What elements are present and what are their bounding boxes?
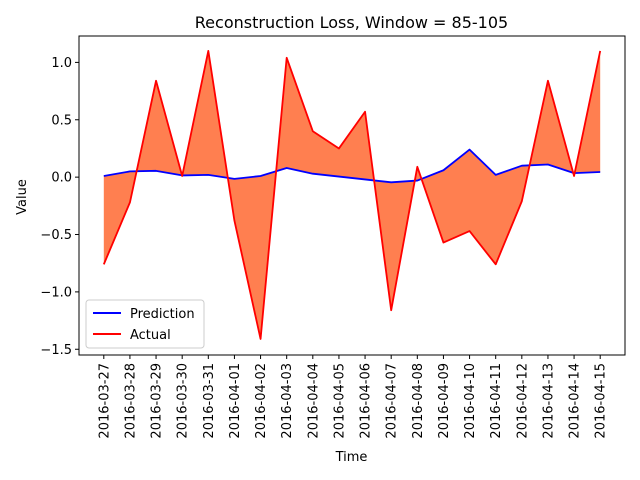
x-tick-label: 2016-04-14	[568, 363, 583, 439]
x-tick-label: 2016-04-09	[437, 363, 452, 439]
x-tick-label: 2016-04-07	[385, 363, 400, 439]
x-tick-label: 2016-03-27	[97, 363, 112, 439]
x-tick-label: 2016-04-06	[359, 363, 374, 439]
x-axis-label: Time	[335, 450, 368, 465]
y-tick-label: 0.5	[51, 113, 72, 128]
legend-label-actual: Actual	[130, 328, 171, 343]
x-tick-label: 2016-04-12	[515, 363, 530, 439]
x-tick-label: 2016-04-11	[489, 363, 504, 439]
fill-between-area	[103, 50, 601, 339]
x-tick-label: 2016-04-15	[594, 363, 609, 439]
legend-label-prediction: Prediction	[130, 307, 195, 322]
x-tick-label: 2016-04-02	[254, 363, 269, 439]
x-tick-label: 2016-03-29	[150, 363, 165, 439]
y-tick-label: 0.0	[51, 171, 72, 186]
chart-title: Reconstruction Loss, Window = 85-105	[195, 13, 508, 32]
x-tick-label: 2016-03-28	[123, 363, 138, 439]
x-tick-label: 2016-03-31	[202, 363, 217, 439]
plot-frame	[78, 35, 626, 356]
x-tick-label: 2016-04-08	[411, 363, 426, 439]
y-tick-label: −1.0	[40, 285, 72, 300]
y-axis: −1.5 −1.0 −0.5 0.0 0.5 1.0	[40, 56, 79, 358]
y-tick-label: −1.5	[40, 343, 72, 358]
x-tick-label: 2016-04-01	[228, 363, 243, 439]
x-tick-label: 2016-04-10	[463, 363, 478, 439]
y-axis-label: Value	[15, 179, 30, 215]
x-tick-label: 2016-04-05	[332, 363, 347, 439]
legend: Prediction Actual	[85, 299, 205, 349]
y-tick-label: 1.0	[51, 56, 72, 71]
series-line-prediction	[103, 148, 601, 184]
y-tick-label: −0.5	[40, 228, 72, 243]
x-tick-label: 2016-03-30	[176, 363, 191, 439]
series-line-actual	[102, 50, 602, 340]
x-tick-label: 2016-04-13	[541, 363, 556, 439]
x-tick-label: 2016-04-04	[306, 363, 321, 439]
x-axis: 2016-03-27 2016-03-28 2016-03-29 2016-03-30…	[97, 355, 609, 439]
plot-area	[102, 50, 602, 340]
x-tick-label: 2016-04-03	[280, 363, 295, 439]
